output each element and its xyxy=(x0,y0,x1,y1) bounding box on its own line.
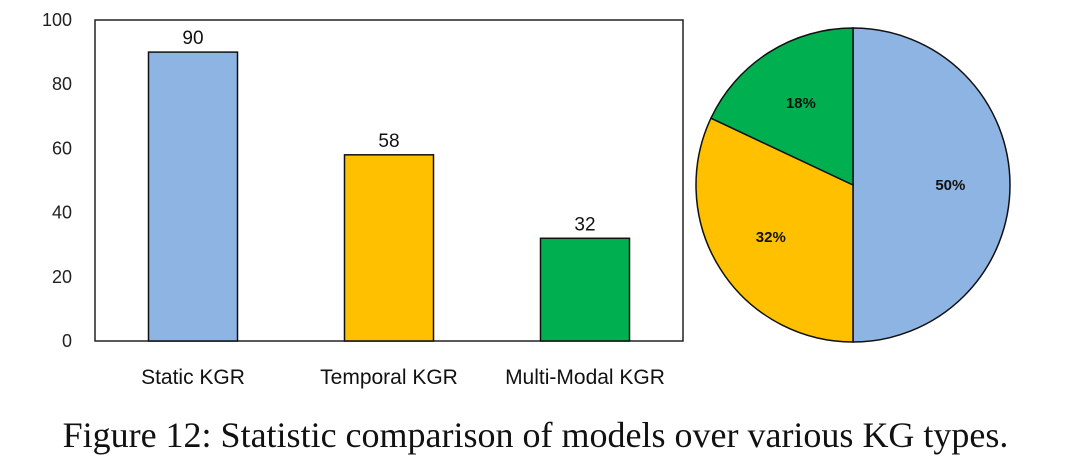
figure-caption: Figure 12: Statistic comparison of model… xyxy=(62,415,1009,455)
x-category-label: Multi-Modal KGR xyxy=(505,366,665,389)
bar-data-label: 90 xyxy=(182,28,203,49)
pie-slice-label: 50% xyxy=(935,177,965,194)
x-axis-categories: Static KGR Temporal KGR Multi-Modal KGR xyxy=(141,366,665,389)
pie-slice xyxy=(695,117,854,343)
y-tick-label: 20 xyxy=(52,267,72,287)
bars xyxy=(147,51,631,342)
y-tick-label: 40 xyxy=(52,203,72,223)
bar xyxy=(147,51,239,342)
bar xyxy=(539,237,631,342)
bar-data-labels: 90 58 32 xyxy=(182,28,595,235)
bar-data-label: 32 xyxy=(574,214,595,235)
y-tick-label: 100 xyxy=(42,10,72,30)
pie-chart: 50% 32% 18% xyxy=(695,27,1011,343)
bar-chart: 0 20 40 60 80 100 90 58 32 Static KGR Temporal K… xyxy=(42,10,684,389)
x-category-label: Static KGR xyxy=(141,366,245,389)
y-tick-label: 80 xyxy=(52,74,72,94)
y-tick-label: 60 xyxy=(52,138,72,158)
x-category-label: Temporal KGR xyxy=(320,366,458,389)
pie-slice-label: 18% xyxy=(786,95,816,112)
bar-data-label: 58 xyxy=(378,131,399,152)
pie-slice-label: 32% xyxy=(756,229,786,246)
y-axis-ticks: 0 20 40 60 80 100 xyxy=(42,10,72,351)
bar xyxy=(343,154,435,342)
y-tick-label: 0 xyxy=(62,331,72,351)
pie-slice xyxy=(709,27,854,187)
pie-slice xyxy=(852,27,1011,343)
